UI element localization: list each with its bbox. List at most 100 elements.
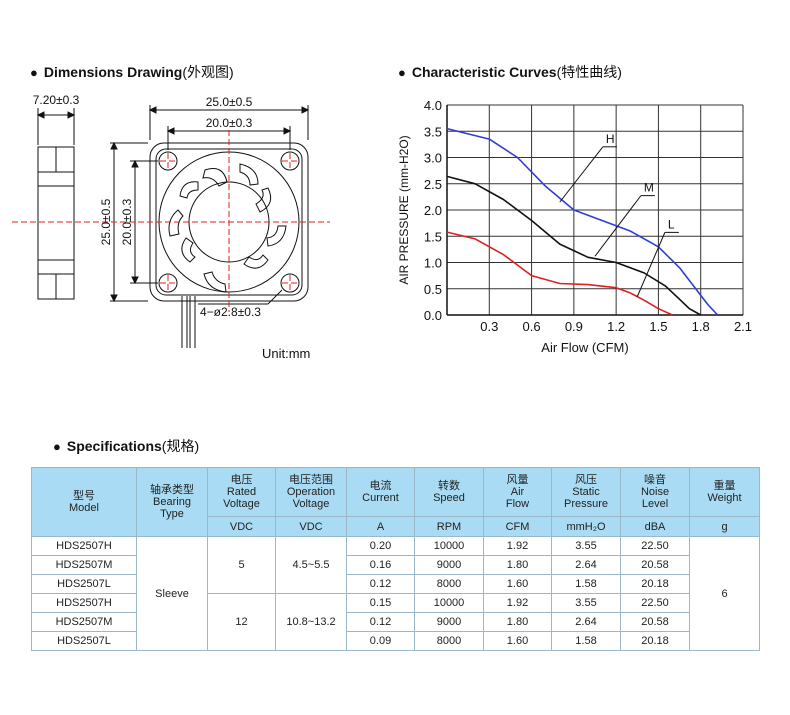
- x-tick-label: 0.3: [480, 319, 498, 334]
- header-pressure: 风压 Static Pressure: [551, 467, 621, 517]
- y-tick-label: 0.0: [424, 308, 442, 323]
- cell-noise: 22.50: [620, 536, 690, 556]
- cell-noise: 22.50: [620, 593, 690, 613]
- series-label-h: H: [606, 132, 615, 146]
- cell-airflow: 1.80: [483, 555, 552, 575]
- cell-speed: 8000: [414, 574, 484, 594]
- cell-current: 0.09: [346, 631, 415, 651]
- cell-op-voltage: 10.8~13.2: [275, 593, 347, 651]
- unit-row: VDC VDC A RPM CFM mmH₂O dBA g: [32, 516, 760, 537]
- cell-model: HDS2507M: [31, 612, 137, 632]
- cell-voltage: 12: [207, 593, 276, 651]
- header-model: 型号 Model: [31, 467, 137, 537]
- cell-model: HDS2507M: [31, 555, 137, 575]
- cell-noise: 20.18: [620, 574, 690, 594]
- center-lines: [12, 130, 330, 312]
- cell-bearing: Sleeve: [136, 536, 208, 651]
- unit-airflow: CFM: [483, 516, 552, 537]
- series-line-h: [446, 127, 719, 316]
- cell-noise: 20.18: [620, 631, 690, 651]
- hole-callout-label: 4−ø2.8±0.3: [200, 305, 261, 319]
- y-axis-label: AIR PRESSURE (mm-H2O): [397, 135, 411, 284]
- y-tick-label: 1.0: [424, 256, 442, 271]
- table-row: HDS2507H Sleeve 5 4.5~5.5 0.20 10000 1.9…: [31, 536, 760, 651]
- y-tick-label: 2.5: [424, 177, 442, 192]
- cell-airflow: 1.60: [483, 631, 552, 651]
- cell-speed: 10000: [414, 536, 484, 556]
- cell-pressure: 1.58: [551, 574, 621, 594]
- series-leader-m: [594, 195, 642, 257]
- x-tick-label: 1.5: [649, 319, 667, 334]
- header-row: 型号 Model 轴承类型 Bearing Type 电压 Rated Voltage 电…: [31, 467, 760, 537]
- unit-speed: RPM: [414, 516, 484, 537]
- curves-title: ● Characteristic Curves(特性曲线): [398, 64, 622, 80]
- series-leader-l: [636, 232, 666, 297]
- y-tick-label: 1.5: [424, 229, 442, 244]
- unit-pressure: mmH₂O: [551, 516, 621, 537]
- cell-noise: 20.58: [620, 555, 690, 575]
- cell-current: 0.20: [346, 536, 415, 556]
- cell-airflow: 1.92: [483, 593, 552, 613]
- dimensions-drawing: 7.20±0.3 25.0±0.5 20.0±0.3 25.0±0.5 20.0…: [12, 93, 330, 348]
- series-label-m: M: [644, 181, 654, 195]
- series-line-m: [446, 175, 702, 316]
- cell-speed: 9000: [414, 612, 484, 632]
- dimensions-title: ● Dimensions Drawing(外观图): [30, 64, 234, 80]
- cell-speed: 9000: [414, 555, 484, 575]
- cell-current: 0.12: [346, 612, 415, 632]
- table-row: HDS2507H 12 10.8~13.2 0.15 10000 1.92 3.…: [31, 593, 760, 651]
- cell-weight: 6: [689, 536, 760, 651]
- specs-table: 型号 Model 轴承类型 Bearing Type 电压 Rated Voltage 电…: [31, 467, 760, 651]
- thickness-label: 7.20±0.3: [33, 93, 80, 107]
- cell-current: 0.15: [346, 593, 415, 613]
- outer-width-label: 25.0±0.5: [206, 95, 253, 109]
- y-tick-label: 3.5: [424, 124, 442, 139]
- cell-model: HDS2507L: [31, 574, 137, 594]
- cell-airflow: 1.60: [483, 574, 552, 594]
- cell-pressure: 1.58: [551, 631, 621, 651]
- unit-label: Unit:mm: [262, 346, 311, 361]
- y-tick-label: 0.5: [424, 282, 442, 297]
- table-row: HDS2507M 0.16 9000 1.80 2.64 20.58: [31, 555, 760, 575]
- x-tick-label: 1.2: [607, 319, 625, 334]
- hole-spacing-label: 20.0±0.3: [206, 116, 253, 130]
- unit-voltage: VDC: [207, 516, 276, 537]
- y-tick-label: 2.0: [424, 203, 442, 218]
- cell-current: 0.16: [346, 555, 415, 575]
- specs-title: ● Specifications(规格): [53, 438, 200, 454]
- cell-model: HDS2507L: [31, 631, 137, 651]
- header-bearing: 轴承类型 Bearing Type: [136, 467, 208, 537]
- header-speed: 转数 Speed: [414, 467, 484, 517]
- unit-current: A: [346, 516, 415, 537]
- cell-pressure: 2.64: [551, 555, 621, 575]
- cell-airflow: 1.92: [483, 536, 552, 556]
- cell-pressure: 2.64: [551, 612, 621, 632]
- header-voltage: 电压 Rated Voltage: [207, 467, 276, 517]
- y-tick-label: 3.0: [424, 151, 442, 166]
- cell-model: HDS2507H: [31, 536, 137, 556]
- unit-noise: dBA: [620, 516, 690, 537]
- series-leader-h: [559, 146, 604, 203]
- cell-voltage: 5: [207, 536, 276, 594]
- outer-height-label: 25.0±0.5: [99, 198, 113, 245]
- cell-speed: 10000: [414, 593, 484, 613]
- unit-op-voltage: VDC: [275, 516, 347, 537]
- series-line-l: [446, 231, 673, 316]
- header-current: 电流 Current: [346, 467, 415, 517]
- table-row: HDS2507L 0.09 8000 1.60 1.58 20.18: [31, 631, 760, 651]
- cell-op-voltage: 4.5~5.5: [275, 536, 347, 594]
- cell-model: HDS2507H: [31, 593, 137, 613]
- cell-speed: 8000: [414, 631, 484, 651]
- header-weight: 重量 Weight: [689, 467, 760, 517]
- x-tick-label: 1.8: [692, 319, 710, 334]
- cell-noise: 20.58: [620, 612, 690, 632]
- fan-blades: [168, 163, 287, 293]
- x-axis-label: Air Flow (CFM): [541, 340, 628, 355]
- cell-current: 0.12: [346, 574, 415, 594]
- x-tick-label: 0.6: [523, 319, 541, 334]
- y-tick-label: 4.0: [424, 98, 442, 113]
- series-label-l: L: [668, 217, 675, 231]
- hole-spacing-v-label: 20.0±0.3: [120, 198, 134, 245]
- x-tick-label: 2.1: [734, 319, 752, 334]
- cell-pressure: 3.55: [551, 536, 621, 556]
